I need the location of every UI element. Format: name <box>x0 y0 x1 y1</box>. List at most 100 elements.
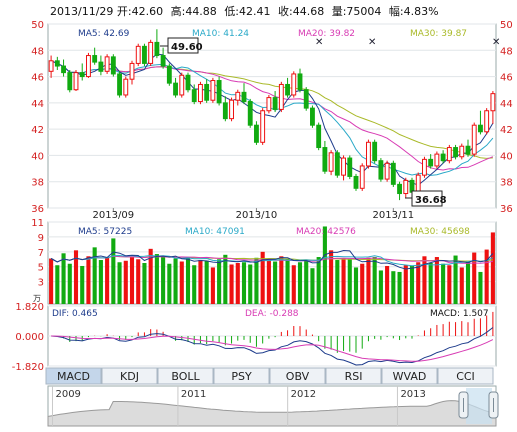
volume-bar <box>472 252 477 304</box>
candle <box>173 77 178 98</box>
vol-ma10-line <box>50 254 494 267</box>
candle-body <box>61 65 66 74</box>
volume-tick: 5 <box>38 263 44 274</box>
candle-body <box>278 83 284 110</box>
volume-bar <box>447 265 452 304</box>
volume-bar <box>459 267 464 304</box>
volume-bar <box>285 258 290 304</box>
volume-bar <box>335 260 340 304</box>
tab-cci[interactable]: CCI <box>437 367 494 385</box>
navigator-right-handle[interactable] <box>488 391 499 419</box>
candle-body <box>384 162 390 180</box>
candle-body <box>434 153 440 167</box>
tab-label: OBV <box>286 370 310 383</box>
volume-bar <box>279 256 284 304</box>
volume-tick: 11 <box>31 218 44 229</box>
candle-body <box>166 65 172 84</box>
tab-background[interactable] <box>381 367 438 385</box>
tab-label: RSI <box>345 370 363 383</box>
tab-obv[interactable]: OBV <box>269 367 326 385</box>
volume-bar <box>67 263 72 304</box>
price-ma-legend: MA5: 42.69 MA10: 41.24 MA20: 39.82 MA30:… <box>78 29 467 39</box>
volume-bar <box>223 254 228 304</box>
candle <box>54 56 60 70</box>
candle-body <box>291 73 297 96</box>
volume-bar <box>129 257 135 304</box>
price-tick-right: 42 <box>500 125 513 136</box>
volume-bar <box>409 265 415 304</box>
header-volume: 量:75004 <box>332 5 382 18</box>
tab-background[interactable] <box>45 367 102 385</box>
navigator-left-handle[interactable] <box>458 391 469 419</box>
candle <box>471 122 477 157</box>
candle-body <box>117 73 122 96</box>
tab-wvad[interactable]: WVAD <box>381 367 438 385</box>
volume-bar <box>161 255 166 304</box>
volume-bar <box>198 260 203 304</box>
candle-body <box>446 147 452 162</box>
macd-dif-label: DIF: 0.465 <box>52 309 98 319</box>
legend-vol-ma10: MA10: 47091 <box>185 227 245 237</box>
tab-background[interactable] <box>437 367 494 385</box>
volume-bar <box>167 263 172 304</box>
candle <box>291 71 297 98</box>
low-annotation: 36.68 <box>405 190 447 207</box>
candle-body <box>73 72 79 91</box>
candle <box>179 72 185 98</box>
tab-psy[interactable]: PSY <box>213 367 270 385</box>
tab-rsi[interactable]: RSI <box>325 367 382 385</box>
volume-bar <box>142 263 147 304</box>
volume-bar <box>136 259 141 304</box>
volume-bar <box>366 257 371 304</box>
volume-bar <box>204 260 209 304</box>
tab-boll[interactable]: BOLL <box>157 367 214 385</box>
macd-value-label: MACD: 1.507 <box>430 309 489 319</box>
header-high: 高:44.88 <box>171 4 217 18</box>
volume-bar <box>397 271 402 304</box>
volume-bar <box>291 265 296 304</box>
volume-ma-legend: MA5: 57225 MA10: 47091 MA20: 42576 MA30:… <box>78 227 470 237</box>
candle-body <box>422 158 427 176</box>
legend-vol-ma5: MA5: 57225 <box>78 227 132 237</box>
price-tick-right: 46 <box>500 73 513 84</box>
candle-body <box>135 45 141 64</box>
candle <box>341 155 346 181</box>
candle <box>117 71 122 98</box>
candle <box>303 87 309 111</box>
volume-bar <box>111 238 116 304</box>
candle-body <box>490 93 496 112</box>
candle-body <box>378 160 384 180</box>
tab-kdj[interactable]: KDJ <box>101 367 158 385</box>
volume-bar <box>322 226 327 304</box>
candle-body <box>453 147 458 158</box>
header-low: 低:42.41 <box>224 5 270 18</box>
volume-bar <box>229 264 234 304</box>
price-tick-right: 38 <box>500 178 513 189</box>
header-open: 开:42.60 <box>117 5 163 18</box>
navigator-history-area <box>47 400 497 427</box>
volume-bar <box>372 257 377 304</box>
price-tick-left: 36 <box>31 204 44 215</box>
candle-body <box>148 41 154 64</box>
tab-background[interactable] <box>157 367 214 385</box>
tab-background[interactable] <box>213 367 270 385</box>
tab-macd[interactable]: MACD <box>45 367 102 385</box>
tab-background[interactable] <box>269 367 326 385</box>
candle-body <box>390 162 396 185</box>
tab-background[interactable] <box>101 367 158 385</box>
volume-bar <box>173 258 178 304</box>
event-marker-icon: ✕ <box>492 37 500 48</box>
candle-body <box>129 62 135 80</box>
candle-body <box>86 55 91 78</box>
macd-tick: 1.820 <box>15 302 44 313</box>
candle-body <box>328 152 334 172</box>
candle-body <box>48 60 54 72</box>
navigator-selection-window[interactable] <box>466 388 492 424</box>
candle <box>428 154 434 169</box>
candle <box>185 72 191 93</box>
tab-background[interactable] <box>325 367 382 385</box>
volume-tick: 9 <box>38 233 44 244</box>
volume-bar <box>478 271 483 304</box>
candle <box>104 54 110 74</box>
candle-body <box>397 183 402 195</box>
